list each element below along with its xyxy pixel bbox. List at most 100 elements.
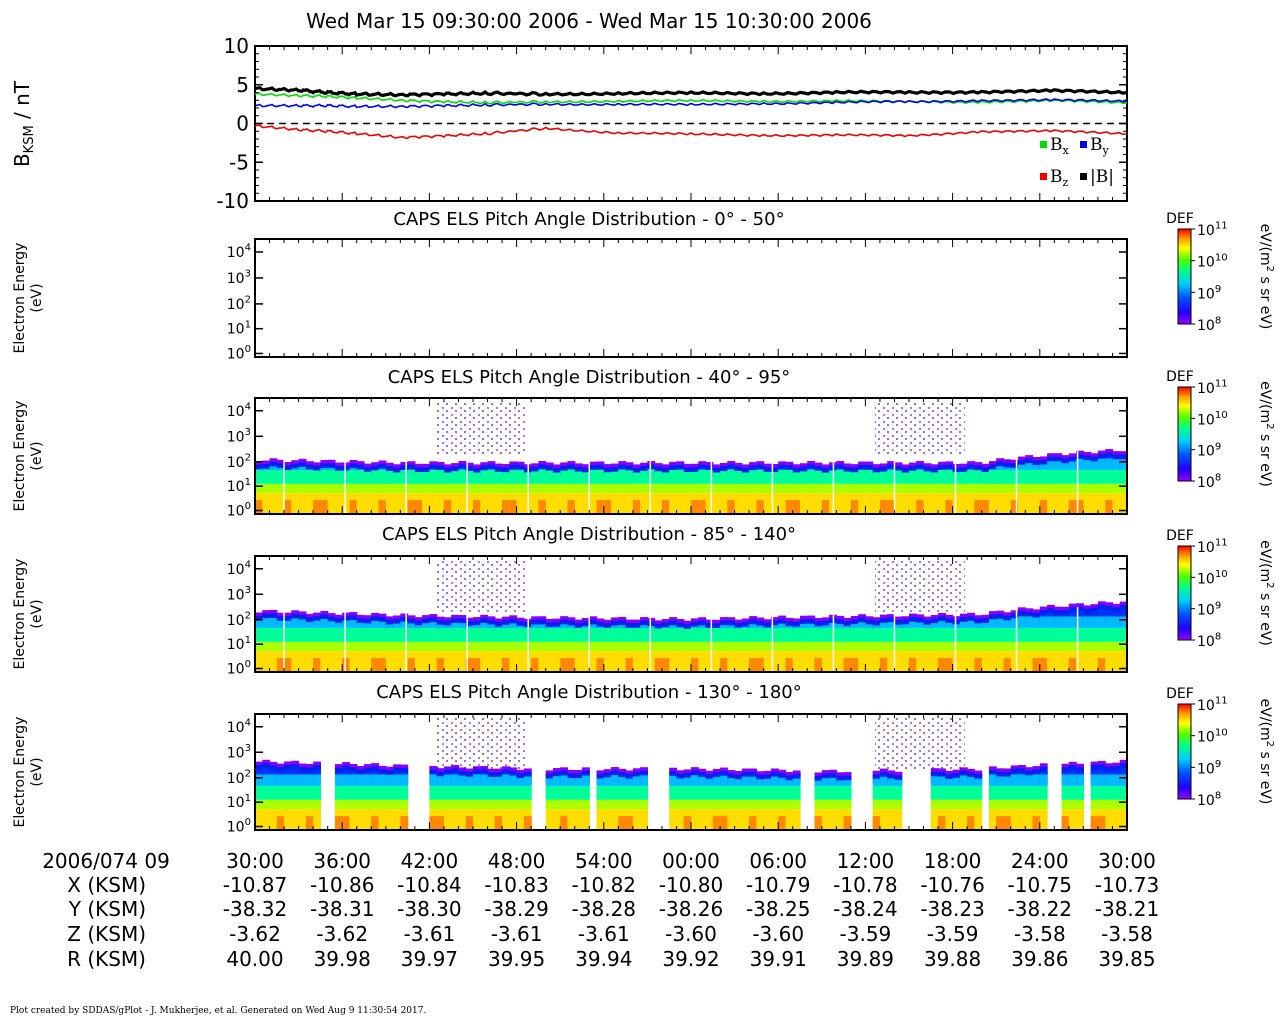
heatmap-cell: [1105, 602, 1114, 609]
heatmap-cell: [1076, 500, 1084, 514]
heatmap-cell: [1061, 763, 1070, 770]
heatmap-cell: [298, 469, 307, 484]
heatmap-cell: [698, 461, 707, 468]
heatmap-cell: [393, 627, 401, 642]
heatmap-cell: [1032, 785, 1041, 800]
ytick-label-exp: 2: [245, 611, 251, 622]
heatmap-cell: [269, 493, 278, 514]
heatmap-cell: [974, 462, 983, 468]
heatmap-cell: [255, 641, 263, 652]
spectrogram-panels: CAPS ELS Pitch Angle Distribution - 0° -…: [12, 209, 1275, 836]
xaxis-value: -3.59: [927, 922, 979, 946]
heatmap-cell: [778, 493, 787, 514]
heatmap-cell: [567, 641, 576, 652]
heatmap-cell: [284, 761, 292, 768]
heatmap-cell: [334, 816, 343, 830]
heatmap-cell: [582, 799, 590, 810]
heatmap-cell: [945, 770, 954, 777]
heatmap-cell: [821, 770, 830, 776]
heatmap-cell: [298, 774, 307, 786]
colorbar-unit: eV/(m2 s sr eV): [1257, 381, 1275, 487]
ytick-label: 101: [227, 319, 251, 337]
heatmap-cell: [865, 627, 874, 642]
heatmap-cell: [1010, 773, 1019, 775]
heatmap-cell: [465, 627, 474, 642]
ytick-label-base: 10: [227, 271, 245, 287]
heatmap-cell: [1076, 458, 1084, 470]
heatmap-cell: [1083, 641, 1092, 652]
spectrogram-panel-2: CAPS ELS Pitch Angle Distribution - 40° …: [12, 367, 1275, 520]
heatmap-cell: [843, 463, 852, 470]
heatmap-cell: [720, 617, 728, 623]
xaxis-value: 39.89: [837, 947, 894, 971]
heatmap-cell: [436, 768, 445, 774]
heatmap-cell: [567, 785, 576, 800]
heatmap-cell: [364, 799, 372, 810]
heatmap-cell: [414, 483, 423, 494]
heatmap-cell: [676, 469, 685, 484]
heatmap-cell: [451, 799, 460, 810]
xaxis-value: -38.32: [223, 897, 287, 921]
heatmap-cell: [763, 778, 772, 786]
heatmap-cell: [538, 500, 547, 514]
heatmap-cell: [843, 785, 852, 800]
heatmap-cell: [1032, 774, 1041, 786]
heatmap-cell: [284, 483, 292, 494]
heatmap-cell: [552, 651, 561, 672]
heatmap-cell: [676, 483, 685, 494]
heatmap-cell: [269, 627, 278, 642]
heatmap-cell: [698, 469, 707, 470]
heatmap-cell: [378, 765, 387, 772]
heatmap-cell: [661, 627, 670, 642]
heatmap-cell: [879, 622, 888, 628]
ytick-label-base: 10: [227, 587, 245, 603]
heatmap-cell: [1003, 467, 1012, 470]
heatmap-cell: [712, 483, 721, 494]
heatmap-cell: [574, 778, 583, 786]
heatmap-cell: [654, 658, 663, 672]
heatmap-cell: [734, 809, 743, 830]
heatmap-cell: [814, 618, 823, 624]
heatmap-cell: [1083, 605, 1092, 612]
heatmap-cell: [523, 768, 532, 775]
heatmap-cell: [952, 467, 961, 477]
legend-main: B: [1050, 135, 1063, 155]
heatmap-cell: [320, 468, 329, 470]
heatmap-cell: [829, 799, 837, 810]
heatmap-cell: [429, 799, 438, 810]
heatmap-cell: [364, 785, 372, 800]
heatmap-cell: [262, 610, 271, 616]
heatmap-cell: [618, 469, 627, 484]
ytick-label: 101: [227, 793, 251, 811]
heatmap-cell: [545, 493, 554, 514]
heatmap-cell: [1090, 612, 1099, 617]
panel-ylabel: Electron Energy(eV): [12, 559, 45, 670]
heatmap-cell: [458, 469, 467, 484]
xaxis-value: 48:00: [488, 849, 546, 873]
heatmap-cell: [371, 620, 380, 628]
heatmap-cell: [603, 483, 612, 494]
heatmap-cell: [531, 658, 539, 672]
heatmap-cell: [1039, 785, 1048, 800]
heatmap-cell: [1076, 763, 1084, 770]
heatmap-cell: [930, 464, 939, 471]
heatmap-cell: [378, 774, 387, 786]
heatmap-cell: [262, 460, 271, 467]
heatmap-cell: [1119, 799, 1128, 810]
heatmap-cell: [1112, 451, 1121, 457]
heatmap-cell: [1003, 785, 1012, 800]
heatmap-cell: [800, 641, 808, 652]
heatmap-cell: [545, 465, 554, 476]
panel-ylabel-line2: (eV): [29, 441, 45, 470]
heatmap-cell: [400, 470, 409, 484]
xaxis-value: -38.21: [1095, 897, 1159, 921]
heatmap-cell: [334, 641, 343, 652]
mag-ytick-label: 5: [236, 73, 249, 97]
ytick-label: 100: [227, 501, 251, 519]
heatmap-cell: [1097, 641, 1106, 652]
heatmap-cell: [945, 469, 954, 484]
heatmap-cell: [509, 809, 518, 830]
heatmap-cell: [393, 774, 401, 786]
heatmap-cell: [305, 799, 314, 810]
heatmap-cell: [1039, 774, 1048, 786]
